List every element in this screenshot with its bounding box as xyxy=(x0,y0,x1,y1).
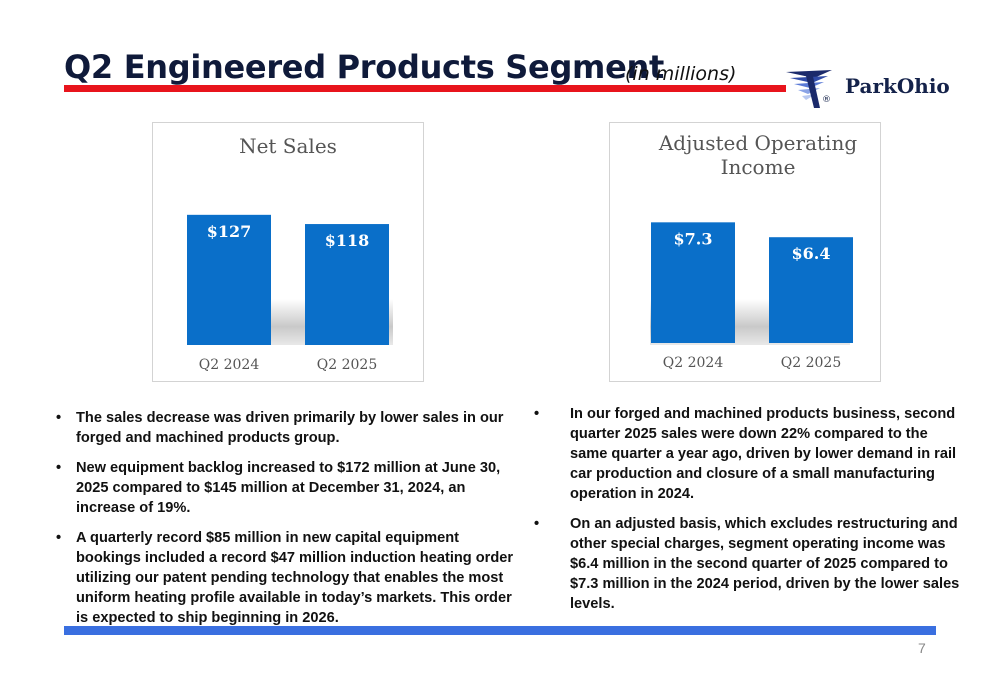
parkohio-logo xyxy=(784,64,954,114)
bullet-item: • A quarterly record $85 million in new c… xyxy=(56,528,516,628)
bullet-text: A quarterly record $85 million in new ca… xyxy=(76,530,514,626)
page-subtitle: (in millions) xyxy=(625,63,737,85)
bullet-item: • New equipment backlog increased to $172… xyxy=(56,458,516,518)
logo-swoosh-icon xyxy=(786,70,832,108)
adjusted-operating-income-chart: Adjusted Operating Income $7.3 Q2 2024 $6.… xyxy=(609,122,881,382)
bullet-text: On an adjusted basis, which excludes res… xyxy=(570,516,960,612)
page-number: 7 xyxy=(918,640,926,656)
bullet-dot: • xyxy=(534,516,540,532)
chart-title-line-2: Income xyxy=(721,155,796,179)
bullet-item: • On an adjusted basis, which excludes re… xyxy=(534,514,964,614)
bullet-text: The sales decrease was driven primarily … xyxy=(76,410,504,446)
right-bullet-list: • In our forged and machined products bus… xyxy=(534,404,964,624)
adjusted-operating-income-chart-svg: Adjusted Operating Income $7.3 Q2 2024 $6.… xyxy=(650,131,857,371)
bullet-text: New equipment backlog increased to $172 … xyxy=(76,460,501,516)
bullet-dot: • xyxy=(534,406,540,422)
page-title: Q2 Engineered Products Segment xyxy=(64,48,664,86)
bar-q2-2024 xyxy=(651,222,735,343)
footer-rule xyxy=(64,626,936,635)
bar-value-label: $7.3 xyxy=(674,229,713,248)
chart-title-line-1: Adjusted Operating xyxy=(658,131,857,155)
category-label: Q2 2025 xyxy=(317,357,377,373)
left-bullet-list: • The sales decrease was driven primarily… xyxy=(56,408,516,638)
bar-q2-2025 xyxy=(305,224,389,345)
bullet-text: In our forged and machined products busi… xyxy=(570,406,957,502)
bullet-dot: • xyxy=(56,530,62,546)
bullet-item: • In our forged and machined products bus… xyxy=(534,404,964,504)
bullet-dot: • xyxy=(56,460,62,476)
category-label: Q2 2025 xyxy=(781,355,841,371)
category-label: Q2 2024 xyxy=(663,355,724,371)
category-label: Q2 2024 xyxy=(199,357,260,373)
net-sales-chart: Net Sales $127 Q2 2024 $118 Q2 2025 xyxy=(152,122,424,382)
title-underline xyxy=(64,85,786,92)
bullet-dot: • xyxy=(56,410,62,426)
bar-q2-2024 xyxy=(187,214,271,345)
bar-value-label: $127 xyxy=(207,222,252,241)
bar-q2-2025 xyxy=(769,237,853,343)
registered-mark: ® xyxy=(822,95,831,105)
bullet-item: • The sales decrease was driven primarily… xyxy=(56,408,516,448)
bar-value-label: $6.4 xyxy=(792,244,831,263)
logo-wordmark: ParkOhio xyxy=(845,74,950,98)
chart-title: Net Sales xyxy=(239,134,337,158)
net-sales-chart-svg: Net Sales $127 Q2 2024 $118 Q2 2025 xyxy=(187,134,393,373)
bar-value-label: $118 xyxy=(325,231,370,250)
